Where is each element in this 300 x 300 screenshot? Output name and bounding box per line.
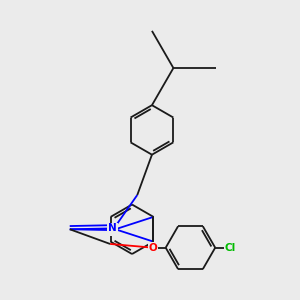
Text: N: N bbox=[108, 225, 117, 235]
Text: Cl: Cl bbox=[225, 243, 236, 253]
Text: O: O bbox=[148, 243, 157, 253]
Text: N: N bbox=[108, 224, 117, 233]
